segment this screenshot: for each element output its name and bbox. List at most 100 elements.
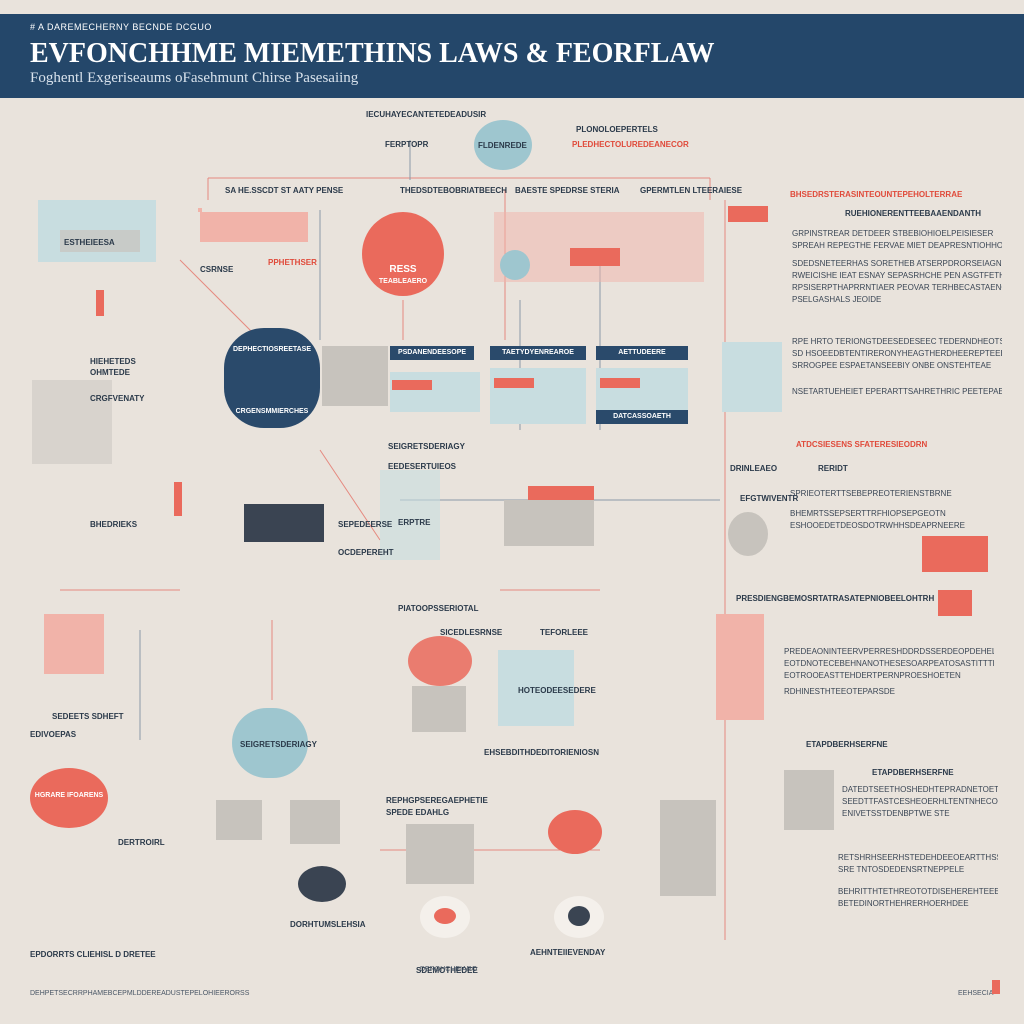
bottom-photo-4 — [660, 800, 716, 896]
bottom-photo-1 — [216, 800, 262, 840]
cloud-label: DEPHECTIOSREETASE — [232, 346, 312, 353]
red-label-card — [528, 486, 594, 502]
right-item-3: EFGTWIVENTR — [740, 494, 799, 503]
central-emblem — [362, 212, 444, 296]
lower-photo — [412, 686, 466, 732]
bottom-label-3: SPEDE EDAHLG — [386, 808, 450, 817]
center-card-2 — [490, 368, 586, 424]
bottom-red-bubble — [548, 810, 602, 854]
left-photo — [32, 380, 112, 464]
right-section1-text: GRPINSTREAR DETDEER STBEBIOHIOELPEISIESE… — [792, 229, 1002, 304]
red-badge-label: HGRARE IFOARENS — [34, 792, 104, 799]
lower-label-2: SICEDLESRNSE — [440, 628, 503, 637]
right-section5-text: DATEDTSEETHOSHEDHTEPRADNETOETSDEARE SEED… — [842, 785, 998, 818]
page-title: EVFONCHHME MIEMETHINS LAWS & FEORFLAW — [30, 38, 715, 69]
left-subcaption: SEDEETS SDHEFT — [52, 712, 124, 721]
mid-label-5: ERPTRE — [398, 518, 431, 527]
bottom-label-5: AEHNTEIIEVENDAY — [530, 948, 606, 957]
right-section6-text: RETSHRHSEERHSTEDEHDEEOEARTTHSSHEEDE SRE … — [838, 853, 998, 908]
bottom-emblem-1-mark — [434, 908, 456, 924]
right-red-tag-2 — [938, 590, 972, 616]
left-caption-4: BHEDRIEKS — [90, 520, 138, 529]
lower-label-4: HOTEODEESEDERE — [518, 686, 596, 695]
bottom-label-2: REPHGPSEREGAEPHETIE — [386, 796, 488, 805]
center-bottom-caption: SDEMOTHEDEE — [416, 966, 478, 975]
right-section4-title: PRESDIENGBEMOSRTATRASATEPNIOBEELOHTRH — [736, 594, 935, 603]
left-caption-3: CRGFVENATY — [90, 394, 145, 403]
top-bubble — [474, 120, 532, 170]
center-photo-1 — [322, 346, 388, 406]
red-ribbon — [200, 212, 308, 242]
right-photo-1 — [722, 342, 782, 412]
teal-cloud-label: SEIGRETSDERIAGY — [240, 740, 317, 749]
lower-red-blob — [408, 636, 472, 686]
right-section2-text: RPE HRTO TERIONGTDEESEDESEEC TEDERNDHEOT… — [792, 337, 1002, 396]
center-card-1-accent — [392, 380, 432, 390]
emblem-sub: TEABLEAERO — [378, 278, 428, 285]
page-subtitle: Foghentl Exgeriseaums oFasehmunt Chirse … — [30, 70, 359, 86]
bottom-round-photo — [298, 866, 346, 902]
teal-cloud — [232, 708, 308, 778]
center-bar-2 — [490, 346, 586, 360]
right-item-1: DRINLEAEO — [730, 464, 778, 473]
right-item-2: RERIDT — [818, 464, 848, 473]
lower-label-3: TEFORLEEE — [540, 628, 589, 637]
book-shelf — [244, 504, 324, 542]
right-section1-title: BHSEDRSTERASINTEOUNTEPEHOLTERRAE — [790, 190, 963, 199]
center-card-2-accent — [494, 378, 534, 388]
right-red-card — [922, 536, 988, 572]
lower-label-1: PIATOOPSSERIOTAL — [398, 604, 479, 613]
left-caption-1: HIEHETEDS — [90, 357, 136, 366]
navy-cloud — [224, 328, 320, 428]
bottom-emblem-2-mark — [568, 906, 590, 926]
right-photo-2 — [784, 770, 834, 830]
bracket-label-3: BAESTE SPEDRSE STERIA — [515, 186, 620, 195]
left-item-3: DERTROIRL — [118, 838, 165, 847]
lower-panel — [498, 650, 574, 726]
header-banner — [0, 14, 1024, 98]
right-round-photo — [728, 512, 768, 556]
center-figure — [504, 500, 594, 546]
footer-left: DEHPETSECRRPHAMEBCEPMLDDEREADUSTEPELOHIE… — [30, 990, 250, 997]
right-section3-title: ATDCSIESENS SFATERESIEODRN — [796, 440, 928, 449]
mid-label-1: SEIGRETSDERIAGY — [388, 442, 465, 451]
footer-logo-icon — [992, 980, 1000, 994]
center-bar-3 — [596, 346, 688, 360]
mid-label-3: SEPEDEERSE — [338, 520, 393, 529]
bottom-photo-2 — [290, 800, 340, 844]
center-photo-2-accent — [570, 248, 620, 266]
center-bar-1 — [390, 346, 474, 360]
red-badge-bubble — [30, 768, 108, 828]
right-section1-sub: RUEHIONERENTTEEBAAENDANTH — [845, 209, 982, 218]
cloud-sub: CRGENSMMIERCHES — [235, 408, 309, 415]
footer-right: EEHSECIA — [958, 990, 994, 997]
bracket-label-1: SA HE.SSCDT ST AATY PENSE — [225, 186, 344, 195]
mid-panel — [380, 470, 440, 560]
bracket-label-4: GPERMTLEN LTEERAIESE — [640, 186, 743, 195]
left-panel-image — [60, 230, 140, 252]
top-label-a: IECUHAYECANTETEDEADUSIR — [366, 110, 487, 119]
center-bar-2-label: TAETYDYENREAROE — [502, 349, 574, 356]
bottom-label-1: EHSEBDITHDEDITORIENIOSN — [484, 748, 599, 757]
top-label-c: PLONOLOEPERTELS — [576, 125, 658, 134]
bottom-label-4: DORHTUMSLEHSIA — [290, 920, 366, 929]
center-card-1 — [390, 372, 480, 412]
center-card-3-accent — [600, 378, 640, 388]
header-kicker: # A DAREMECHERNY BECNDE DCGUO — [30, 22, 212, 32]
bracket-label-2: THEDSDTEBOBRIATBEECH — [400, 186, 507, 195]
dot — [198, 208, 202, 212]
right-band-label: ETAPDBERHSERFNE — [806, 740, 888, 749]
center-photo-2-circle — [500, 250, 530, 280]
arrow-marker — [96, 290, 104, 316]
center-bar-1-label: PSDANENDEESOPE — [397, 349, 467, 356]
right-section4-text: PREDEAONINTEERVPERRESHDDRDSSERDEOPDEHELE… — [784, 647, 994, 696]
mid-label-2: EEDESERTUIEOS — [388, 462, 457, 471]
right-photo-strip — [716, 614, 764, 720]
top-bubble-label: FLDENREDE — [478, 141, 527, 150]
top-label-b: FERPTOPR — [385, 140, 429, 149]
center-bar-4-label: DATCASSOAETH — [613, 413, 671, 420]
center-bar-4 — [596, 410, 688, 424]
left-caption-2: OHMTEDE — [90, 368, 130, 377]
top-label-d: PLEDHECTOLUREDEANECOR — [572, 140, 689, 149]
left-tag-1: CSRNSE — [200, 265, 234, 274]
